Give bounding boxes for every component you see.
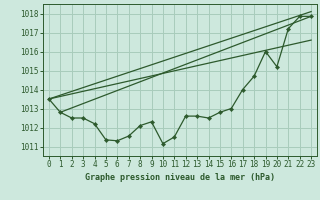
- X-axis label: Graphe pression niveau de la mer (hPa): Graphe pression niveau de la mer (hPa): [85, 173, 275, 182]
